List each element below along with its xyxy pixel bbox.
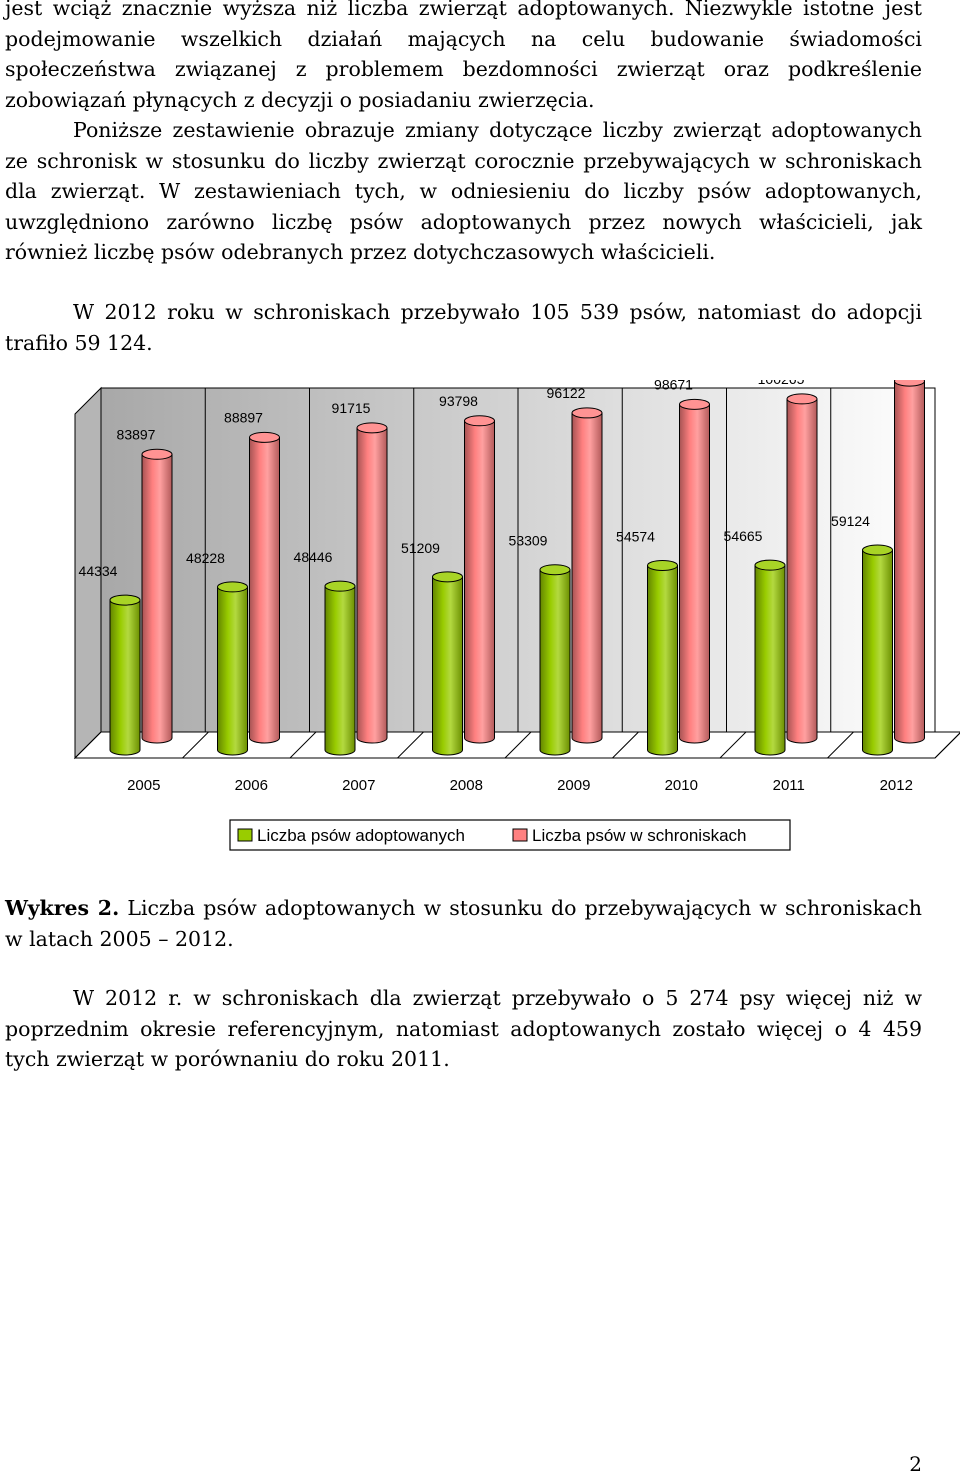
chart-floor-tick [397, 731, 424, 759]
chart-floor-tick [719, 731, 747, 759]
bar-shelter-2011 [786, 393, 818, 744]
chart-canvas: 44334 83897 2005 48228 88897 2006 48446 91715 20… [73, 380, 960, 851]
bar-adopted-2012 [862, 544, 893, 756]
chart-caption: Wykres 2. Liczba psów adoptowanych w sto… [5, 893, 922, 954]
label-shelter-2009: 96122 [547, 385, 586, 401]
bar-shelter-2008 [464, 415, 495, 744]
bar-adopted-2009 [539, 564, 571, 756]
x-tick-2005: 2005 [127, 777, 160, 794]
label-shelter-2011: 100265 [758, 380, 805, 387]
bar-adopted-2011 [754, 559, 786, 756]
paragraph-2012-comparison: W 2012 r. w schroniskach dla zwierząt pr… [5, 986, 922, 1071]
legend-label: Liczba psów w schroniskach [532, 826, 746, 845]
bar-shelter-2010 [679, 398, 710, 744]
x-tick-2012: 2012 [880, 777, 913, 794]
bar-adopted-2007 [324, 580, 356, 756]
bar-shelter-2005 [141, 448, 173, 744]
label-adopted-2005: 44334 [79, 563, 118, 579]
chart-floor-tick [934, 732, 960, 759]
x-tick-2008: 2008 [450, 777, 483, 794]
bar-adopted-2008 [432, 571, 463, 756]
bar-shelter-2009 [571, 407, 603, 744]
bar-adopted-2010 [647, 559, 678, 756]
chart-floor-tick [74, 731, 102, 759]
paragraph-description: Poniższe zestawienie obrazuje zmiany dot… [5, 118, 922, 264]
paragraph-2012-summary: W 2012 roku w schroniskach przebywało 10… [5, 300, 922, 355]
bar-shelter-2007 [356, 422, 388, 744]
label-adopted-2007: 48446 [294, 549, 333, 565]
legend-item-adopted: Liczba psów adoptowanych [237, 826, 465, 845]
bar-adopted-2006 [217, 581, 248, 756]
label-shelter-2005: 83897 [117, 426, 156, 442]
bar-shelter-2012 [894, 380, 925, 744]
legend-swatch [237, 828, 253, 842]
bar-shelter-2006 [249, 431, 280, 744]
x-tick-2009: 2009 [557, 777, 590, 794]
label-adopted-2009: 53309 [509, 533, 548, 549]
legend-item-shelter: Liczba psów w schroniskach [512, 826, 746, 845]
caption-label: Wykres 2. [5, 896, 120, 920]
paragraph-intro: jest wciąż znacznie wyższa niż liczba zw… [5, 0, 922, 112]
chart-floor-tick [289, 731, 317, 759]
label-adopted-2012: 59124 [831, 513, 870, 529]
label-shelter-2010: 98671 [654, 380, 693, 392]
dogs-bar-chart: 44334 83897 2005 48228 88897 2006 48446 91715 20… [0, 380, 960, 860]
label-adopted-2011: 54665 [724, 528, 763, 544]
label-adopted-2006: 48228 [186, 550, 225, 566]
x-tick-2006: 2006 [235, 777, 268, 794]
chart-floor-tick [504, 731, 532, 759]
bar-adopted-2005 [109, 594, 141, 756]
legend-label: Liczba psów adoptowanych [257, 826, 465, 845]
legend-swatch [512, 828, 528, 842]
x-tick-2007: 2007 [342, 777, 375, 794]
x-tick-2010: 2010 [665, 777, 698, 794]
label-adopted-2008: 51209 [401, 540, 440, 556]
label-shelter-2006: 88897 [224, 409, 263, 425]
chart-floor-tick [182, 731, 209, 759]
label-shelter-2008: 93798 [439, 393, 478, 409]
chart-legend: Liczba psów adoptowanych Liczba psów w sc… [229, 819, 791, 851]
caption-text: Liczba psów adoptowanych w stosunku do p… [5, 896, 922, 951]
label-shelter-2007: 91715 [332, 400, 371, 416]
chart-floor-tick [827, 731, 854, 759]
x-tick-2011: 2011 [773, 777, 805, 794]
chart-floor-tick [612, 731, 639, 759]
page-number: 2 [909, 1452, 922, 1476]
label-adopted-2010: 54574 [616, 528, 655, 544]
